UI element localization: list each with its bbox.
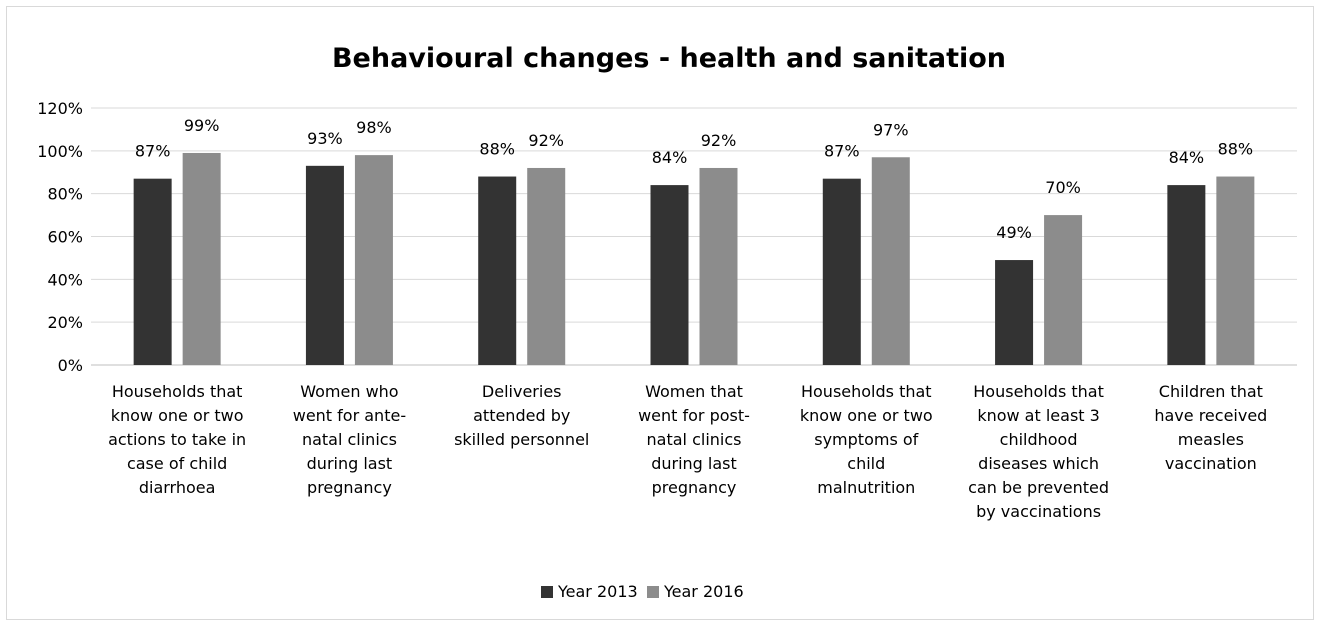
chart-title: Behavioural changes - health and sanitat… [332,43,1006,74]
category-label: natal clinics [647,430,742,449]
bar-year-2016 [871,157,910,365]
y-tick-label: 60% [47,228,83,247]
bar-year-2016 [1044,215,1083,365]
category-label: symptoms of [814,430,918,449]
legend-swatch [647,586,659,598]
bar-year-2016 [354,155,393,365]
chart-svg: Behavioural changes - health and sanitat… [37,43,1297,601]
bar-year-2013 [822,178,861,365]
data-label: 87% [135,142,171,161]
category-label: childhood [1000,430,1078,449]
category-label: child [847,454,885,473]
category-label: skilled personnel [454,430,589,449]
y-tick-label: 100% [37,142,83,161]
category-label: measles [1178,430,1244,449]
legend-label: Year 2013 [557,582,638,601]
category-label: attended by [473,406,570,425]
category-label: can be prevented [968,478,1109,497]
y-tick-label: 0% [58,356,83,375]
data-label: 92% [528,131,564,150]
category-label: have received [1154,406,1267,425]
data-label: 99% [184,116,220,135]
data-label: 87% [824,142,860,161]
legend-label: Year 2016 [663,582,744,601]
data-label: 70% [1045,178,1081,197]
category-label: during last [307,454,393,473]
bar-year-2013 [305,165,344,365]
gridlines [91,107,1297,366]
category-label: Households that [112,382,243,401]
category-labels: Households that know one or two actions to… [108,382,1267,521]
data-label: 84% [652,148,688,167]
category-label: actions to take in [108,430,246,449]
category-label: Children that [1159,382,1263,401]
category-label: pregnancy [652,478,737,497]
y-tick-label: 120% [37,99,83,118]
data-labels: 87% 99% 93% 98% 88% 92% 84% 92% 87% 97% 49% 70% 84% 8… [135,116,1253,242]
y-axis-ticks: 0% 20% 40% 60% 80% 100% 120% [37,99,83,375]
category-label: diseases which [978,454,1099,473]
bars [133,152,1255,365]
category-label: went for post- [638,406,750,425]
y-tick-label: 80% [47,185,83,204]
category-label: know at least 3 [977,406,1100,425]
category-label: Women that [645,382,743,401]
category-label: went for ante- [293,406,406,425]
bar-year-2016 [699,167,738,365]
category-label: by vaccinations [976,502,1101,521]
data-label: 93% [307,129,343,148]
data-label: 84% [1169,148,1205,167]
category-label: natal clinics [302,430,397,449]
category-label: know one or two [800,406,933,425]
category-label: Women who [300,382,398,401]
category-label: malnutrition [817,478,915,497]
bar-year-2013 [1167,185,1206,365]
category-label: Households that [973,382,1104,401]
data-label: 88% [1218,140,1254,159]
category-label: Deliveries [482,382,562,401]
bar-year-2013 [995,260,1034,365]
category-label: Households that [801,382,932,401]
data-label: 92% [701,131,737,150]
category-label: case of child [127,454,227,473]
bar-year-2013 [650,185,689,365]
bar-year-2016 [182,152,221,365]
category-label: vaccination [1165,454,1257,473]
bar-year-2016 [527,167,566,365]
category-label: know one or two [111,406,244,425]
category-label: pregnancy [307,478,392,497]
legend: Year 2013 Year 2016 [541,582,744,601]
legend-swatch [541,586,553,598]
bar-year-2013 [133,178,172,365]
y-tick-label: 20% [47,313,83,332]
category-label: during last [651,454,737,473]
bar-year-2013 [478,176,517,365]
category-label: diarrhoea [139,478,216,497]
y-tick-label: 40% [47,270,83,289]
data-label: 88% [479,140,515,159]
data-label: 98% [356,118,392,137]
chart-area: Behavioural changes - health and sanitat… [6,6,1314,620]
bar-year-2016 [1216,176,1255,365]
data-label: 97% [873,120,909,139]
data-label: 49% [996,223,1032,242]
